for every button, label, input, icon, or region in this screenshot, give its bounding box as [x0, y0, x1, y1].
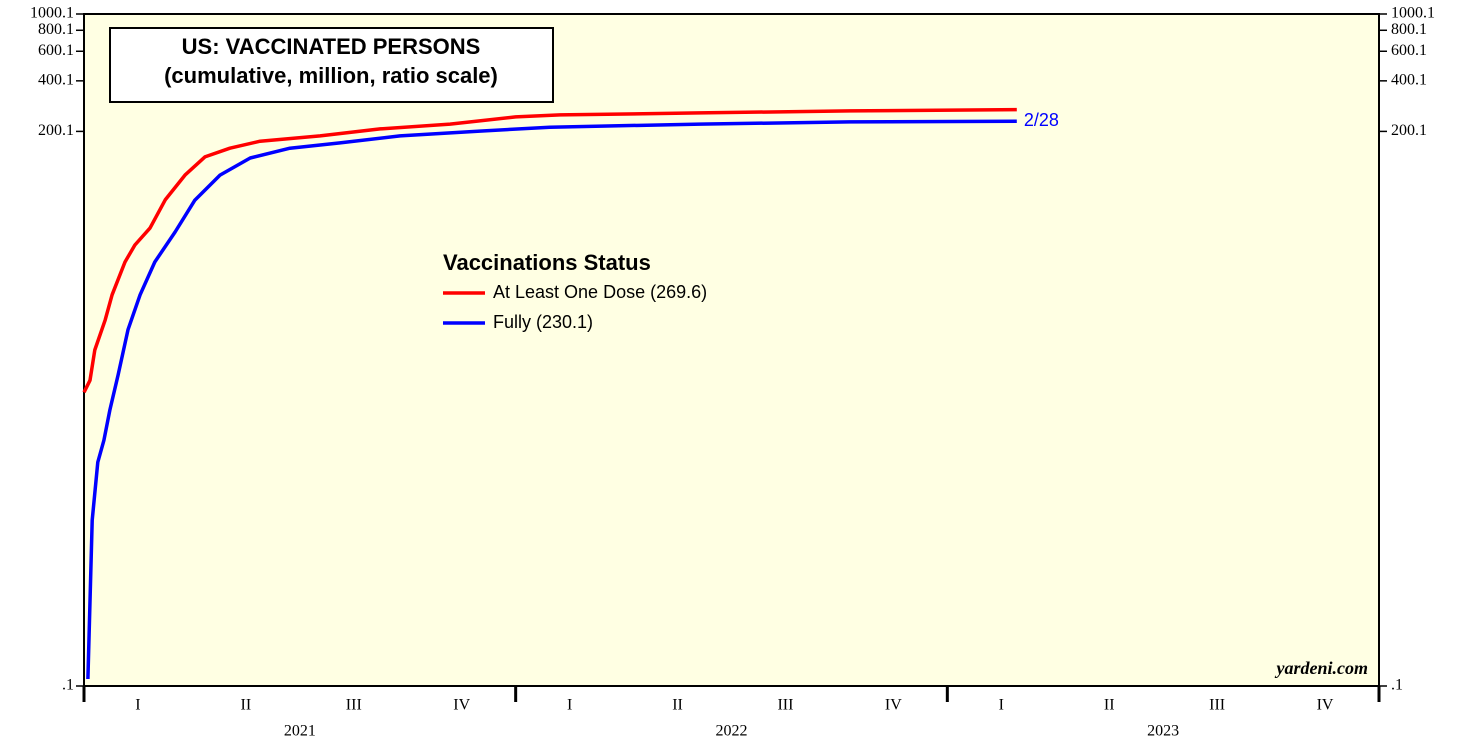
x-tick-label: I: [135, 697, 140, 714]
y-tick-label: .1: [1391, 677, 1403, 694]
x-tick-label: II: [672, 697, 683, 714]
annotation: 2/28: [1024, 110, 1059, 130]
source: yardeni.com: [1275, 658, 1369, 678]
plot-area: [83, 13, 1380, 687]
legend-label: Fully (230.1): [493, 312, 593, 332]
y-tick-label: 600.1: [38, 42, 74, 59]
x-tick-label: IV: [885, 697, 902, 714]
y-tick-label: .1: [62, 677, 74, 694]
y-tick-label: 200.1: [1391, 122, 1427, 139]
y-tick-label: 800.1: [38, 21, 74, 38]
y-tick-label: 1000.1: [1391, 5, 1435, 22]
x-tick-label: II: [241, 697, 252, 714]
series-line: [86, 119, 1017, 680]
year-label: 2023: [1147, 723, 1179, 740]
title-box: [109, 27, 554, 103]
year-label: 2021: [284, 723, 316, 740]
x-tick-label: III: [1209, 697, 1225, 714]
y-tick-label: 800.1: [1391, 21, 1427, 38]
y-tick-label: 600.1: [1391, 42, 1427, 59]
x-tick-label: IV: [1317, 697, 1334, 714]
series-line: [82, 107, 1017, 394]
legend-label: At Least One Dose (269.6): [493, 282, 707, 302]
year-label: 2022: [716, 723, 748, 740]
x-tick-label: I: [999, 697, 1004, 714]
y-tick-label: 200.1: [38, 122, 74, 139]
chart-title: US: VACCINATED PERSONS: [182, 34, 481, 59]
x-tick-label: IV: [453, 697, 470, 714]
x-tick-label: III: [346, 697, 362, 714]
y-tick-label: 400.1: [1391, 72, 1427, 89]
y-tick-label: 400.1: [38, 72, 74, 89]
y-tick-label: 1000.1: [30, 5, 74, 22]
x-tick-label: I: [567, 697, 572, 714]
x-tick-label: III: [777, 697, 793, 714]
chart-subtitle: (cumulative, million, ratio scale): [164, 63, 498, 88]
legend-title: Vaccinations Status: [443, 250, 651, 275]
x-tick-label: II: [1104, 697, 1115, 714]
